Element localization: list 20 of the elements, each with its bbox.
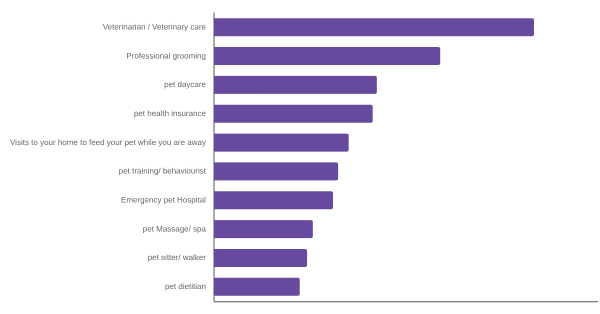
bar (214, 278, 300, 296)
bar (214, 220, 313, 238)
y-tick-label: pet Massage/ spa (142, 224, 206, 234)
bar (214, 104, 373, 123)
bar (214, 134, 349, 152)
bar (214, 18, 534, 36)
y-tick-label: Emergency pet Hospital (121, 195, 206, 204)
y-tick-label: pet training/ behaviourist (118, 166, 207, 176)
bar (214, 47, 440, 66)
y-tick-label: pet sitter/ walker (148, 253, 206, 262)
bar (214, 248, 308, 267)
y-tick-label: pet dietitian (165, 282, 206, 291)
bar (214, 76, 377, 94)
y-tick-label: pet health insurance (134, 108, 206, 118)
y-tick-label: pet daycare (164, 80, 206, 90)
y-tick-label: Veterinarian / Veterinary care (102, 22, 207, 32)
y-tick-label: Professional grooming (126, 51, 206, 60)
y-tick-label: Visits to your home to feed your pet while you are away (10, 138, 206, 147)
bar (214, 162, 338, 180)
bar (214, 191, 334, 210)
